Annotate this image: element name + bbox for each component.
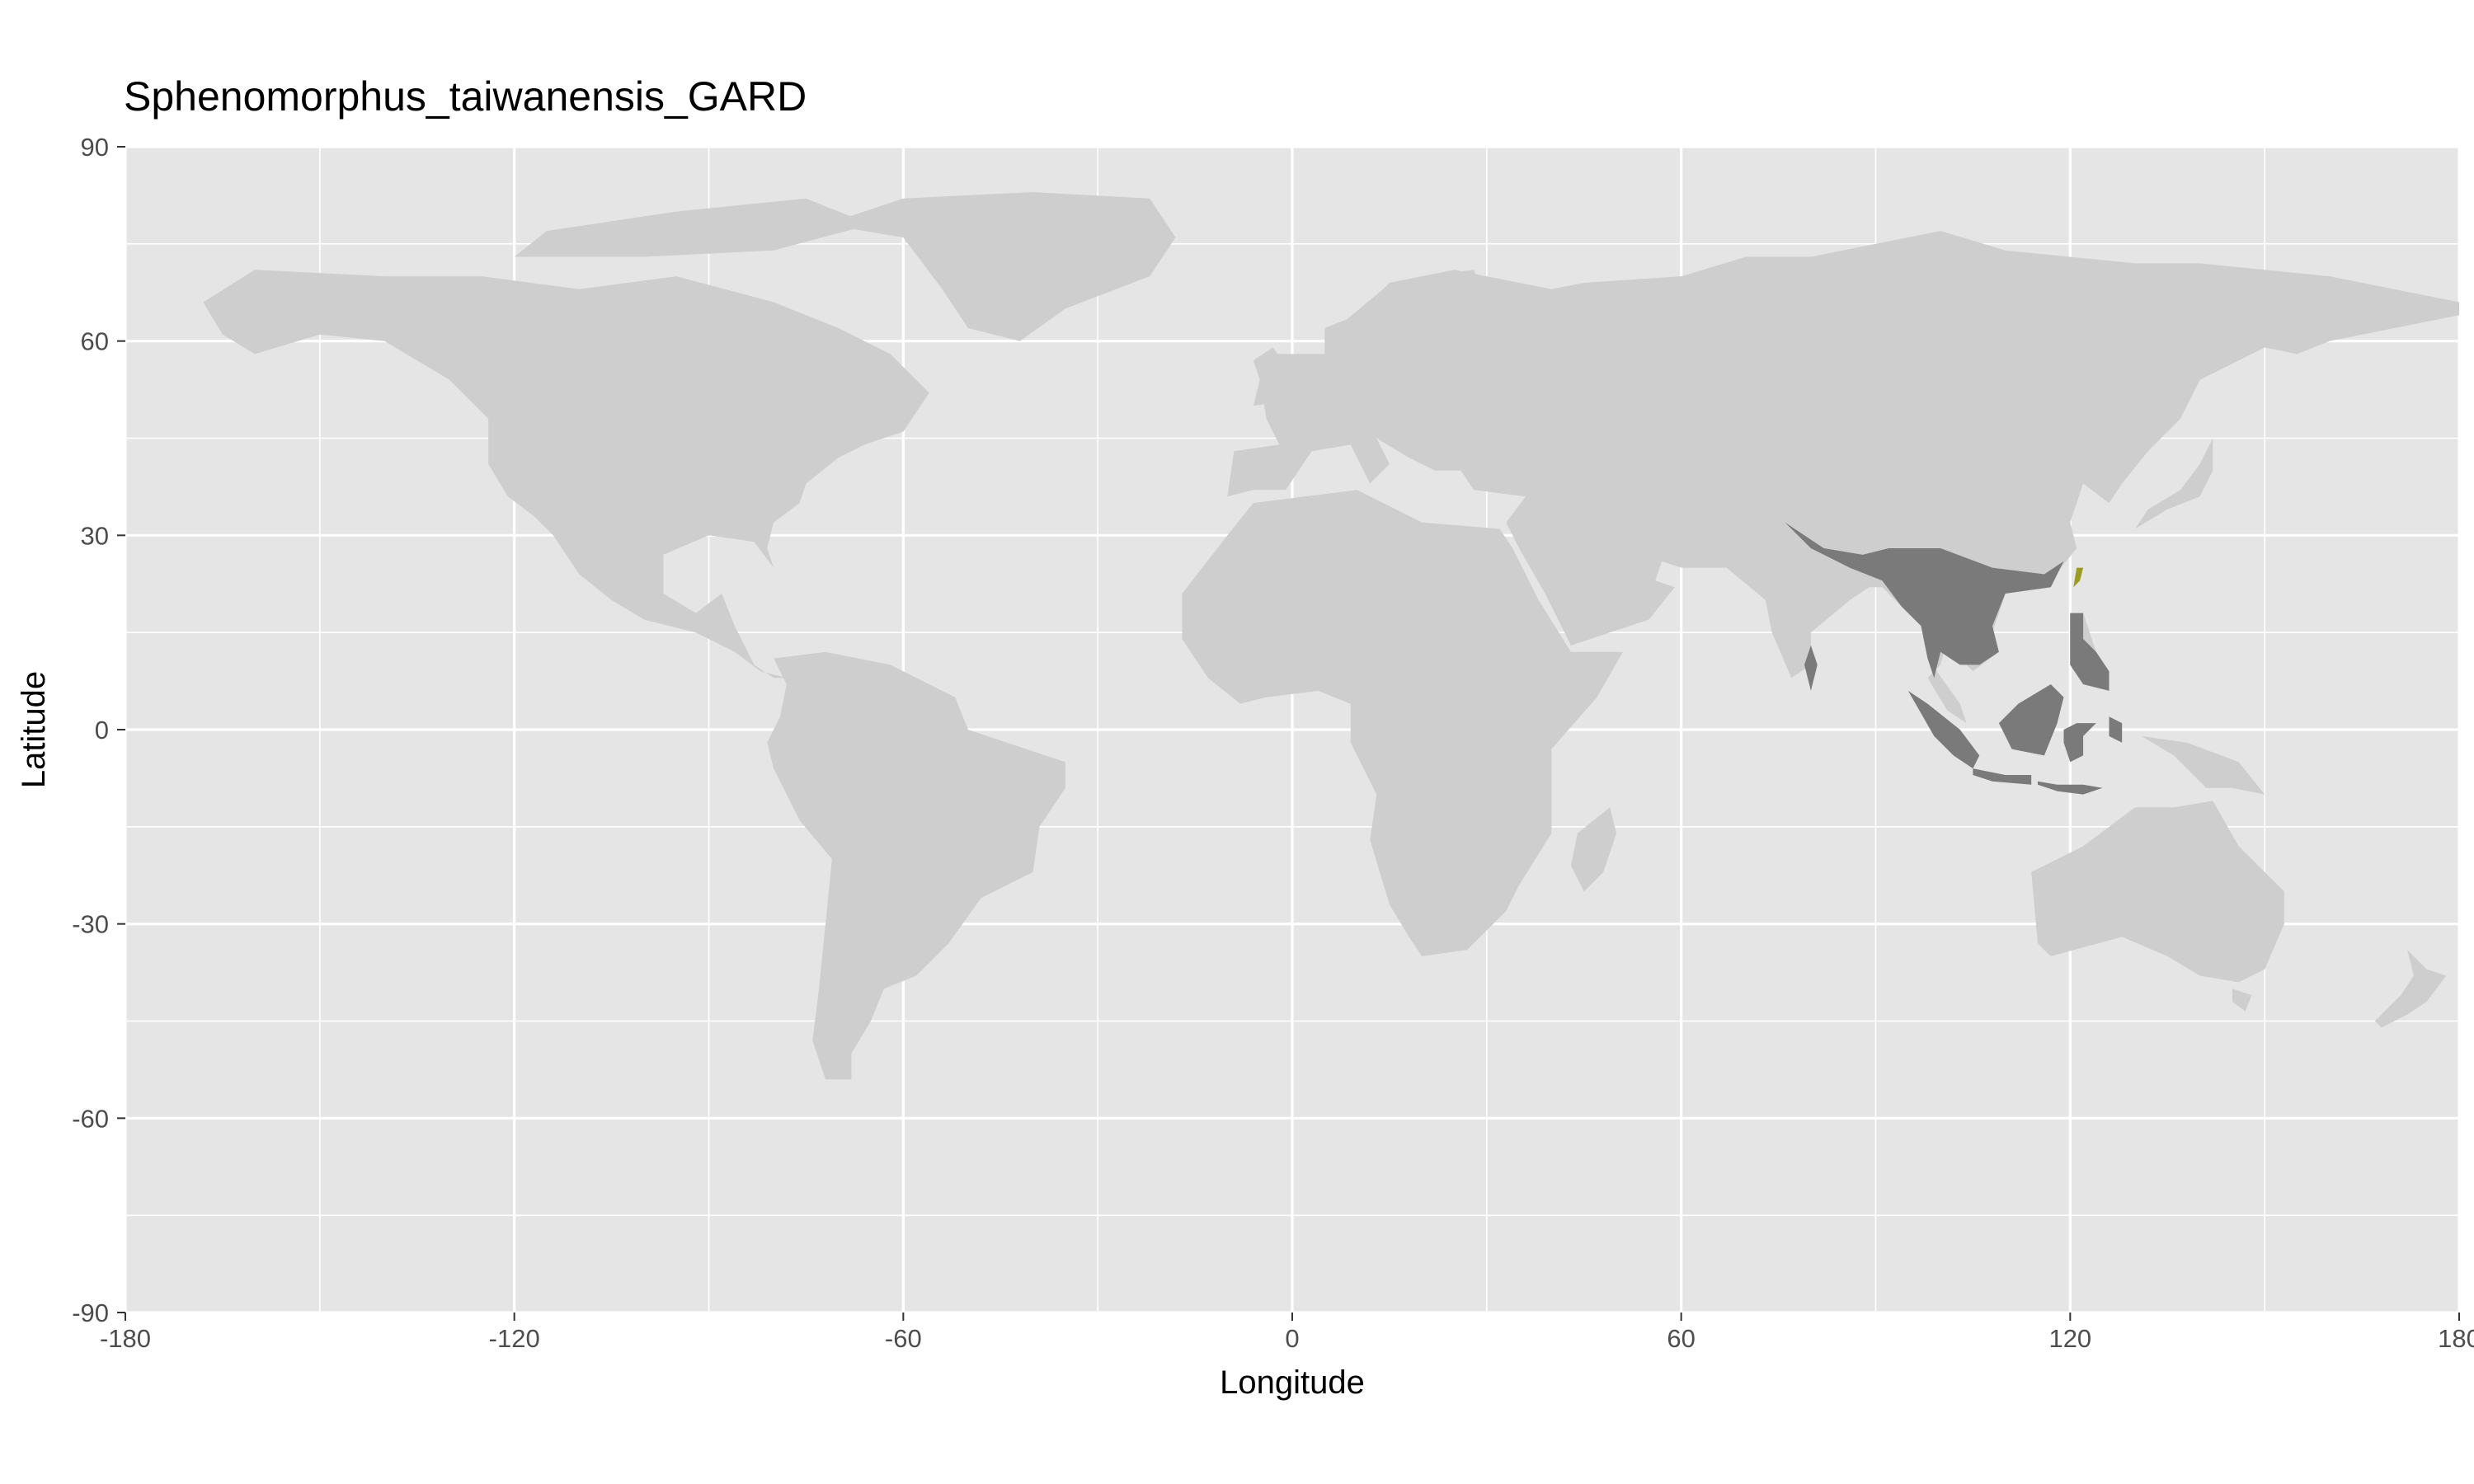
range-sulawesi [2063, 723, 2096, 763]
plot-title: Sphenomorphus_taiwanensis_GARD [124, 73, 807, 120]
range-philippines-range [2070, 613, 2109, 691]
x-tick-label: -120 [489, 1324, 540, 1353]
y-tick-label: -30 [72, 910, 109, 939]
x-tick-label: 180 [2438, 1324, 2474, 1353]
land-north-america [203, 270, 929, 679]
range-lesser-sundas [2038, 781, 2103, 795]
land-australia [2031, 801, 2284, 983]
land-madagascar [1571, 807, 1617, 892]
land-layer [203, 192, 2459, 1080]
x-tick-label: 60 [1667, 1324, 1695, 1353]
range-indochina-range [1785, 522, 2064, 679]
x-axis: -180 -120 -60 0 60 120 180 [100, 1313, 2474, 1353]
land-africa [1182, 490, 1623, 956]
land-tasmania [2232, 989, 2252, 1012]
x-tick-label: -60 [885, 1324, 922, 1353]
land-south-america [767, 651, 1065, 1080]
x-tick-label: 0 [1285, 1324, 1299, 1353]
range-sumatra [1907, 690, 1980, 769]
y-axis: 90 60 30 0 -30 -60 -90 [72, 133, 125, 1327]
land-greenland [825, 192, 1176, 341]
x-axis-title: Longitude [1220, 1364, 1365, 1401]
y-tick-label: 0 [95, 716, 109, 744]
land-new-guinea [2141, 735, 2265, 795]
range-borneo [1998, 684, 2064, 756]
land-arctic-islands [514, 198, 871, 257]
highlight-taiwan-occurrence [2073, 567, 2084, 588]
x-tick-label: 120 [2048, 1324, 2091, 1353]
y-tick-label: 90 [81, 133, 109, 162]
y-tick-label: -90 [72, 1298, 109, 1327]
highlight-layer [2073, 567, 2084, 588]
land-eurasia [1227, 231, 2459, 724]
range-java [1973, 768, 2032, 785]
land-scandinavia [1324, 270, 1487, 368]
y-axis-title: Latitude [16, 671, 52, 788]
y-tick-label: -60 [72, 1104, 109, 1133]
range-layer [1785, 522, 2123, 795]
land-new-zealand [2374, 950, 2447, 1028]
x-tick-label: -180 [100, 1324, 151, 1353]
range-maluku [2109, 716, 2123, 743]
range-sri-lanka-south-india-range [1804, 645, 1818, 691]
land-british-isles [1253, 347, 1299, 406]
y-tick-label: 60 [81, 327, 109, 356]
land-japan [2134, 438, 2213, 529]
y-tick-label: 30 [81, 521, 109, 550]
